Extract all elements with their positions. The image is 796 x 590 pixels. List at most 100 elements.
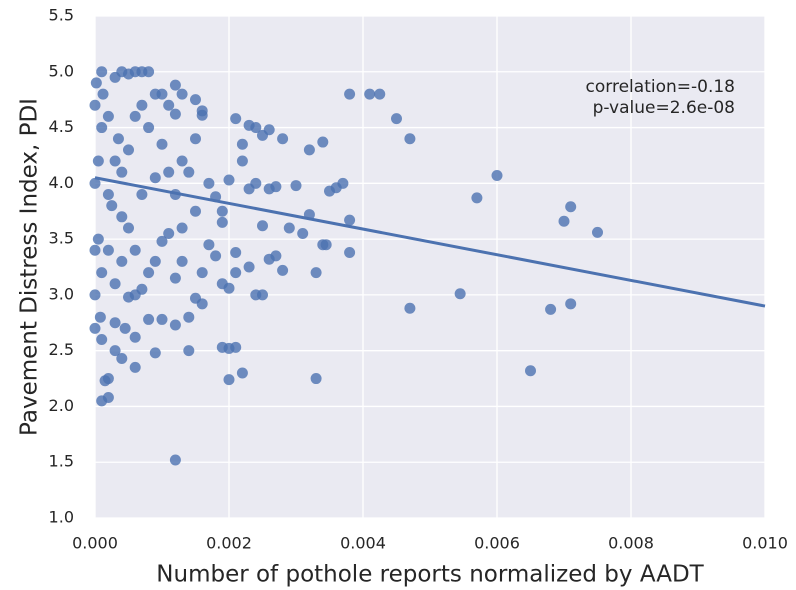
point: [163, 228, 175, 240]
point: [203, 239, 215, 251]
point: [216, 278, 228, 290]
point: [123, 222, 134, 234]
point: [102, 244, 114, 256]
point: [257, 220, 268, 232]
point: [149, 255, 161, 267]
point: [156, 313, 168, 325]
point: [216, 341, 228, 353]
point: [236, 138, 248, 150]
y-tick-label: 2.5: [49, 340, 74, 359]
point: [297, 228, 309, 240]
point: [190, 205, 201, 217]
point: [109, 345, 121, 357]
point: [169, 272, 181, 284]
point: [210, 250, 222, 262]
point: [190, 292, 201, 304]
point: [263, 253, 275, 265]
point: [310, 267, 322, 279]
y-tick-label: 3.0: [49, 284, 74, 303]
point: [176, 255, 188, 267]
point: [97, 88, 109, 100]
point: [223, 374, 235, 386]
point: [250, 289, 262, 301]
point: [92, 233, 104, 245]
annotation: p-value=2.6e-08: [593, 98, 735, 118]
point: [89, 99, 101, 111]
point: [96, 334, 108, 346]
point: [344, 214, 356, 226]
point: [257, 129, 268, 141]
point: [230, 113, 242, 125]
x-tick-label: 0.000: [72, 534, 118, 553]
point: [176, 222, 188, 234]
point: [230, 267, 242, 279]
point: [123, 291, 134, 303]
point: [149, 347, 161, 359]
point: [270, 181, 282, 193]
point: [404, 302, 416, 314]
point: [277, 264, 289, 276]
point: [116, 255, 128, 267]
point: [344, 246, 356, 258]
point: [196, 267, 208, 279]
point: [89, 244, 101, 256]
annotation: correlation=-0.18: [586, 77, 735, 97]
x-tick-label: 0.008: [608, 534, 654, 553]
point: [374, 88, 386, 100]
point: [163, 166, 175, 178]
point: [176, 155, 188, 167]
x-axis-label: Number of pothole reports normalized by …: [156, 562, 704, 588]
y-tick-label: 3.5: [49, 229, 74, 248]
point: [94, 311, 106, 323]
point: [102, 392, 114, 404]
point: [545, 303, 557, 315]
y-tick-label: 4.5: [49, 117, 74, 136]
point: [143, 313, 155, 325]
y-tick-label: 5.5: [49, 6, 74, 25]
point: [102, 110, 114, 122]
point: [250, 122, 262, 134]
point: [169, 79, 181, 91]
point: [236, 367, 248, 379]
point: [92, 155, 104, 167]
point: [143, 267, 155, 279]
point: [102, 188, 114, 200]
point: [116, 211, 128, 223]
point: [149, 172, 161, 184]
point: [106, 200, 118, 212]
point: [404, 133, 416, 145]
point: [558, 215, 570, 227]
x-tick-label: 0.006: [474, 534, 520, 553]
point: [156, 138, 168, 150]
point: [129, 244, 141, 256]
point: [203, 177, 215, 189]
point: [109, 317, 121, 329]
point: [89, 177, 101, 189]
point: [223, 174, 235, 186]
point: [183, 311, 195, 323]
point: [136, 99, 148, 111]
point: [216, 216, 228, 228]
y-tick-label: 4.0: [49, 173, 74, 192]
point: [109, 155, 121, 167]
point: [216, 205, 228, 217]
point: [169, 319, 181, 331]
regression-line: [94, 176, 766, 308]
point: [109, 71, 121, 83]
point: [317, 136, 329, 148]
point: [391, 113, 402, 125]
y-tick-label: 1.0: [49, 508, 74, 527]
point: [290, 180, 302, 192]
point: [565, 298, 577, 310]
point: [96, 122, 108, 134]
y-tick-label: 5.0: [49, 61, 74, 80]
y-tick-label: 1.5: [49, 452, 74, 471]
point: [169, 108, 181, 120]
point: [283, 222, 295, 234]
point: [123, 144, 134, 156]
x-tick-label: 0.010: [742, 534, 788, 553]
point: [96, 66, 108, 78]
plot-area: [95, 16, 765, 518]
point: [129, 110, 141, 122]
